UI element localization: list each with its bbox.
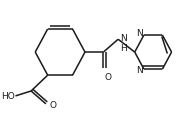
- Text: HO: HO: [1, 92, 15, 101]
- Text: N: N: [120, 34, 127, 43]
- Text: H: H: [120, 44, 127, 53]
- Text: N: N: [136, 66, 143, 75]
- Text: O: O: [104, 73, 111, 82]
- Text: N: N: [136, 29, 143, 38]
- Text: O: O: [50, 101, 56, 110]
